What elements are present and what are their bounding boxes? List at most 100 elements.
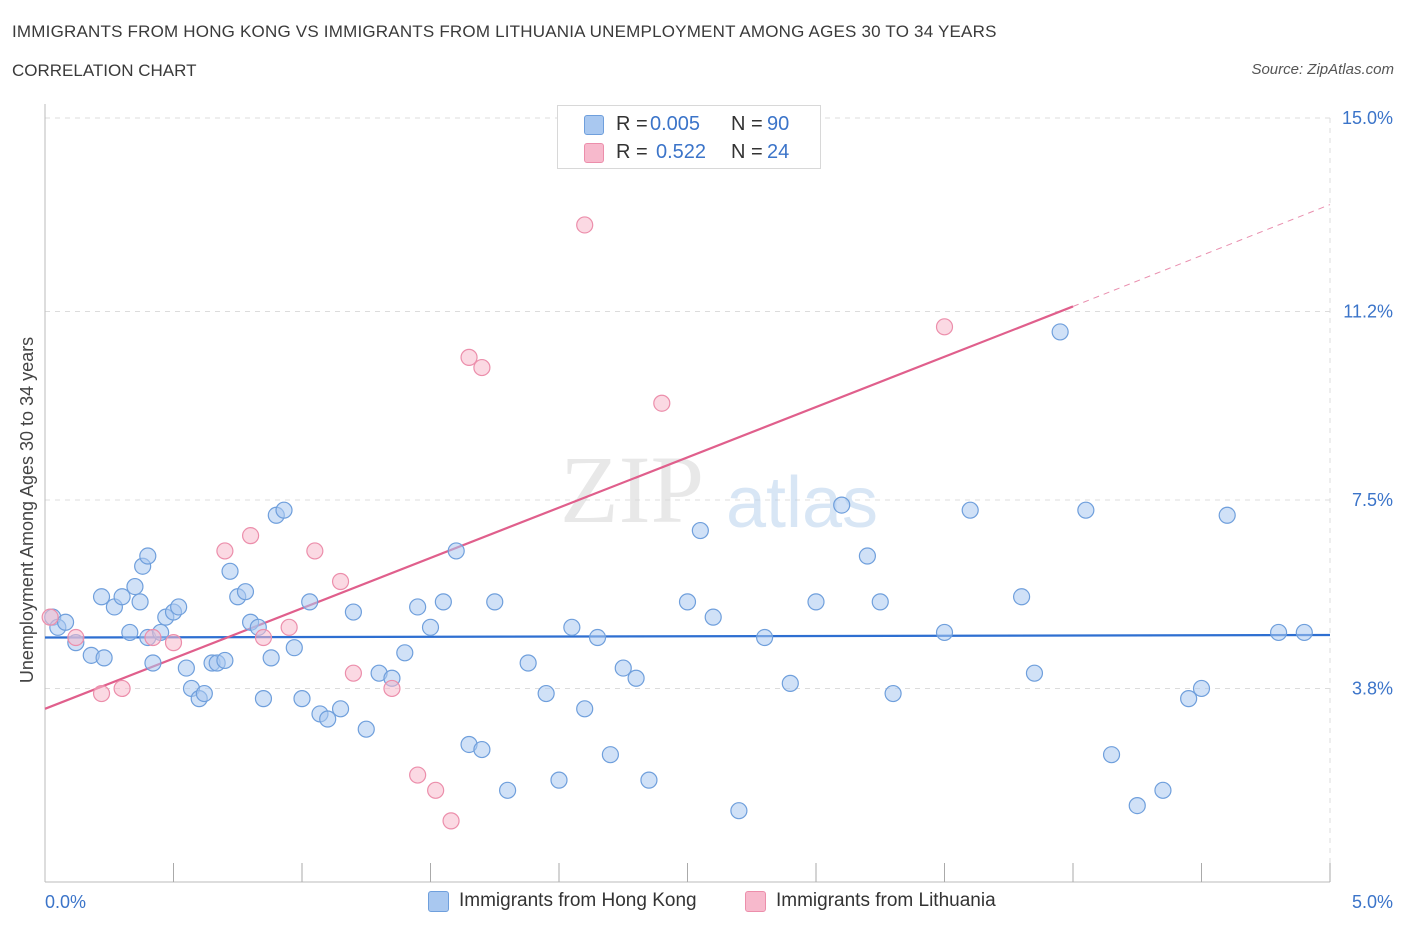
source-label: Source: ZipAtlas.com [1251, 61, 1394, 78]
point-lithuania [254, 628, 273, 647]
point-hongkong [434, 593, 452, 611]
point-hongkong [961, 501, 979, 519]
point-hongkong [262, 649, 280, 667]
point-hongkong [139, 547, 157, 565]
point-hongkong [1218, 506, 1236, 524]
legend-label-lithuania: Immigrants from Lithuania [776, 890, 996, 911]
point-lithuania [92, 684, 111, 703]
point-hongkong [170, 598, 188, 616]
legend-r-label: R = [616, 141, 648, 163]
trend-line-lithuania [44, 305, 1074, 710]
trend-line-lithuania-extension [1072, 204, 1331, 307]
point-hongkong [1025, 664, 1044, 682]
point-hongkong [858, 547, 877, 565]
point-hongkong [678, 593, 697, 611]
watermark: ZIP atlas [560, 436, 878, 543]
point-hongkong [177, 659, 195, 677]
point-hongkong [1102, 746, 1121, 764]
point-hongkong [144, 654, 162, 672]
legend-n-value: 90 [767, 113, 790, 135]
point-hongkong [704, 608, 722, 626]
point-hongkong [409, 598, 427, 616]
point-hongkong [640, 771, 658, 789]
legend-swatch-hongkong [428, 891, 449, 912]
point-hongkong [131, 593, 149, 611]
legend-swatch-lithuania [584, 143, 604, 163]
y-tick-label: 11.2% [1343, 302, 1393, 322]
point-hongkong [519, 654, 537, 672]
point-hongkong [421, 618, 440, 636]
trend-lines [44, 204, 1331, 710]
point-hongkong [588, 628, 607, 647]
point-hongkong [1051, 323, 1069, 341]
point-hongkong [396, 644, 414, 662]
point-hongkong [113, 588, 131, 606]
point-hongkong [56, 613, 75, 631]
point-hongkong [293, 690, 311, 708]
legend-r-value: 0.522 [656, 141, 707, 163]
point-hongkong [275, 501, 293, 519]
y-tick-label: 7.5% [1352, 490, 1393, 510]
point-hongkong [1180, 690, 1198, 708]
y-tick-label: 3.8% [1352, 678, 1393, 698]
point-lithuania [144, 628, 162, 647]
point-hongkong [236, 583, 255, 601]
point-hongkong [1269, 623, 1288, 642]
legend-n-label: N = [731, 141, 763, 163]
point-lithuania [653, 394, 671, 412]
point-lithuania [113, 679, 131, 698]
point-lithuania [331, 572, 350, 591]
point-lithuania [442, 812, 460, 830]
point-hongkong [1128, 796, 1146, 815]
axis-labels: 3.8% 7.5% 11.2% 15.0% 0.0% 5.0% Unemployment A… [17, 108, 1393, 912]
point-hongkong [357, 720, 375, 738]
point-hongkong [1192, 679, 1211, 698]
point-lithuania [344, 664, 362, 682]
data-points [41, 216, 1313, 830]
point-hongkong [833, 496, 851, 514]
point-hongkong [935, 623, 954, 642]
point-hongkong [319, 710, 337, 728]
point-hongkong [92, 588, 111, 606]
point-hongkong [755, 628, 774, 647]
point-lithuania [164, 634, 183, 652]
point-lithuania [576, 216, 594, 234]
y-axis-label: Unemployment Among Ages 30 to 34 years [17, 337, 37, 683]
point-lithuania [935, 318, 954, 336]
legend-swatch-lithuania [745, 891, 766, 912]
y-tick-label: 15.0% [1342, 108, 1393, 128]
point-hongkong [216, 651, 234, 670]
point-lithuania [460, 348, 478, 366]
chart-subtitle: CORRELATION CHART [12, 61, 197, 80]
point-hongkong [627, 669, 645, 687]
legend-label-hongkong: Immigrants from Hong Kong [459, 890, 697, 911]
legend-r-label: R = [616, 113, 648, 135]
point-hongkong [301, 593, 319, 611]
point-hongkong [601, 746, 620, 764]
legend-n-label: N = [731, 113, 763, 135]
x-tick-label: 0.0% [45, 892, 86, 912]
point-hongkong [95, 649, 113, 667]
point-hongkong [614, 659, 632, 677]
point-lithuania [41, 608, 59, 626]
point-hongkong [486, 593, 504, 611]
point-hongkong [331, 700, 350, 718]
point-hongkong [781, 674, 799, 692]
point-hongkong [344, 603, 362, 621]
trend-line-hongkong [44, 633, 1331, 639]
point-hongkong [550, 771, 568, 789]
point-hongkong [1154, 781, 1172, 799]
point-hongkong [447, 542, 465, 560]
point-lithuania [409, 766, 427, 784]
legend-r-value: 0.005 [650, 113, 701, 135]
point-lithuania [280, 618, 298, 636]
point-hongkong [871, 593, 889, 611]
legend-swatch-hongkong [584, 115, 604, 135]
point-hongkong [884, 684, 902, 703]
point-hongkong [221, 562, 239, 580]
correlation-legend: R = 0.005 N = 90 R = 0.522 N = 24 [557, 105, 821, 169]
watermark-atlas: atlas [726, 463, 878, 543]
point-hongkong [195, 684, 213, 703]
point-hongkong [473, 740, 491, 759]
